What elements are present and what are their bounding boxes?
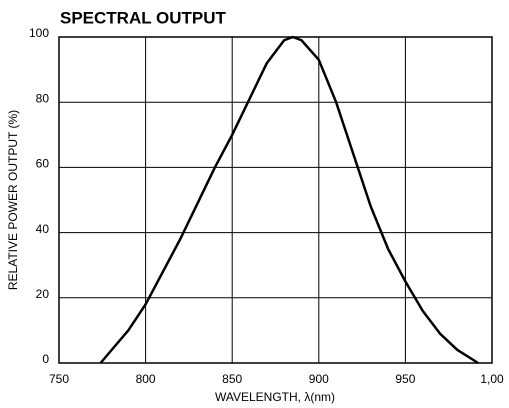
x-tick-label: 800 bbox=[136, 372, 156, 386]
x-tick-label: 850 bbox=[222, 372, 242, 386]
x-tick-label: 900 bbox=[309, 372, 329, 386]
plot-frame bbox=[58, 36, 493, 364]
x-tick-label: 1,00 bbox=[480, 372, 504, 386]
data-line bbox=[99, 35, 479, 365]
y-tick-label: 80 bbox=[36, 91, 50, 105]
y-tick-label: 40 bbox=[36, 222, 50, 236]
x-tick-label: 750 bbox=[49, 372, 69, 386]
x-tick-label: 950 bbox=[395, 372, 415, 386]
y-axis-label: RELATIVE POWER OUTPUT (%) bbox=[6, 110, 20, 290]
x-axis-label: WAVELENGTH, λ(nm) bbox=[215, 390, 335, 404]
y-tick-label: 0 bbox=[42, 352, 49, 366]
y-tick-label: 100 bbox=[29, 26, 49, 40]
y-tick-label: 60 bbox=[36, 157, 50, 171]
chart-title: SPECTRAL OUTPUT bbox=[60, 8, 227, 27]
y-tick-label: 20 bbox=[36, 287, 50, 301]
